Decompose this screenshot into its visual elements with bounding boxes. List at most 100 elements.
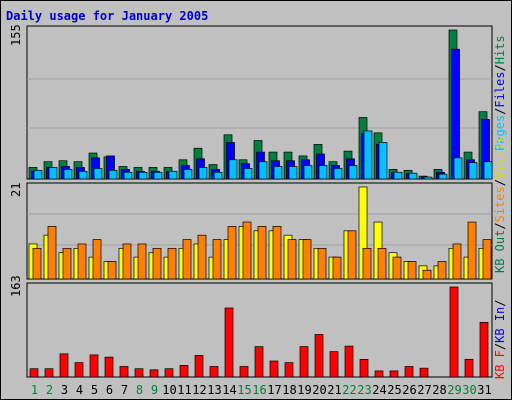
legend-files: Files xyxy=(493,72,507,108)
bar-pages-11 xyxy=(183,169,193,180)
x-tick-label: 9 xyxy=(151,383,158,397)
x-tick-label: 13 xyxy=(207,383,221,397)
bar-sites-5 xyxy=(92,239,102,280)
bar-sites-20 xyxy=(317,247,327,280)
bar-kbf-18 xyxy=(284,362,294,378)
legend-hits: Hits xyxy=(493,35,507,64)
x-tick-label: 28 xyxy=(432,383,446,397)
bar-pages-28 xyxy=(438,173,448,180)
bar-sites-19 xyxy=(302,239,312,280)
bar-kbf-23 xyxy=(359,358,369,378)
bar-kbf-15 xyxy=(239,366,249,378)
bar-pages-15 xyxy=(243,168,253,180)
bar-kbf-8 xyxy=(134,368,144,378)
bar-sites-30 xyxy=(467,221,477,280)
bar-sites-22 xyxy=(347,230,357,280)
bar-sites-6 xyxy=(107,261,117,280)
bar-sites-3 xyxy=(62,247,72,280)
bar-kbf-26 xyxy=(404,366,414,378)
bars xyxy=(28,29,493,378)
bar-kbf-12 xyxy=(194,355,204,378)
x-tick-label: 5 xyxy=(91,383,98,397)
x-tick-label: 2 xyxy=(46,383,53,397)
x-tick-label: 3 xyxy=(61,383,68,397)
bar-kbf-19 xyxy=(299,346,309,378)
bar-kbf-10 xyxy=(164,368,174,378)
x-tick-label: 7 xyxy=(121,383,128,397)
bar-sites-14 xyxy=(227,226,237,280)
x-tick-label: 24 xyxy=(372,383,386,397)
chart-title: Daily usage for January 2005 xyxy=(6,9,209,23)
x-tick-label: 6 xyxy=(106,383,113,397)
bar-pages-7 xyxy=(123,171,133,180)
x-tick-label: 14 xyxy=(222,383,236,397)
x-tick-label: 10 xyxy=(162,383,176,397)
x-tick-labels: 1 2 3 4 5 6 7 8 9 10 11 12 13 14 15 16 17 18 19 20 21 22 23 24 2… xyxy=(31,383,492,397)
bar-pages-1 xyxy=(33,169,43,180)
bar-pages-10 xyxy=(168,170,178,180)
bar-kbf-29 xyxy=(464,358,474,378)
x-tick-label: 30 xyxy=(462,383,476,397)
x-tick-label: 18 xyxy=(282,383,296,397)
legend-sites: Sites xyxy=(493,186,507,222)
x-tick-label: 25 xyxy=(387,383,401,397)
bar-sites-25 xyxy=(392,256,402,280)
bar-kbf-25 xyxy=(389,370,399,378)
x-tick-label: 29 xyxy=(447,383,461,397)
legend-pages: Pages xyxy=(493,115,507,151)
bar-sites-15 xyxy=(242,221,252,280)
bar-pages-21 xyxy=(333,168,343,180)
legend-visits: Visits xyxy=(493,136,507,179)
bar-kbf-30 xyxy=(479,321,489,378)
x-tick-label: 15 xyxy=(237,383,251,397)
bar-pages-29 xyxy=(453,157,463,180)
legend-kbin: KB In xyxy=(493,307,507,343)
bar-kbf-27 xyxy=(419,367,429,378)
bar-pages-27 xyxy=(423,176,433,180)
bar-kbf-11 xyxy=(179,365,189,378)
bar-sites-10 xyxy=(167,247,177,280)
bar-kbf-9 xyxy=(149,369,159,378)
legend-kbf: KB F xyxy=(493,350,507,379)
bar-sites-2 xyxy=(47,226,57,280)
bar-sites-29 xyxy=(452,243,462,280)
bar-pages-6 xyxy=(108,169,118,180)
bar-pages-24 xyxy=(378,142,388,180)
legend-top: Pages/Files/Hits xyxy=(493,35,507,151)
bar-sites-11 xyxy=(182,239,192,280)
x-tick-label: 1 xyxy=(31,383,38,397)
bar-kbf-4 xyxy=(74,362,84,378)
legend-sep: / xyxy=(493,343,507,350)
bar-pages-9 xyxy=(153,171,163,180)
bar-pages-5 xyxy=(93,168,103,180)
y-max-label-bottom: 163 xyxy=(9,275,23,297)
bar-sites-12 xyxy=(197,234,207,280)
x-tick-label: 23 xyxy=(357,383,371,397)
bar-kbf-7 xyxy=(119,366,129,378)
legend-sep: / xyxy=(493,108,507,115)
bar-kbf-16 xyxy=(254,346,264,378)
x-tick-label: 4 xyxy=(76,383,83,397)
bar-sites-13 xyxy=(212,239,222,280)
legend-sep: / xyxy=(493,300,507,307)
panels xyxy=(26,25,493,378)
bar-pages-25 xyxy=(393,171,403,180)
bar-sites-17 xyxy=(272,226,282,280)
bar-kbf-13 xyxy=(209,366,219,378)
x-tick-label: 19 xyxy=(297,383,311,397)
x-tick-label: 26 xyxy=(402,383,416,397)
bar-pages-12 xyxy=(198,167,208,180)
x-tick-label: 31 xyxy=(477,383,491,397)
bar-pages-16 xyxy=(258,161,268,180)
bar-pages-14 xyxy=(228,159,238,180)
bar-kbf-6 xyxy=(104,356,114,378)
bar-sites-7 xyxy=(122,243,132,280)
bar-kbf-20 xyxy=(314,334,324,378)
bar-sites-31 xyxy=(482,239,492,280)
x-tick-label: 17 xyxy=(267,383,281,397)
bar-sites-26 xyxy=(407,261,417,280)
bar-sites-27 xyxy=(422,269,432,280)
legend-bottom: KB F/KB In/ xyxy=(493,300,507,380)
bar-kbf-28 xyxy=(449,286,459,378)
